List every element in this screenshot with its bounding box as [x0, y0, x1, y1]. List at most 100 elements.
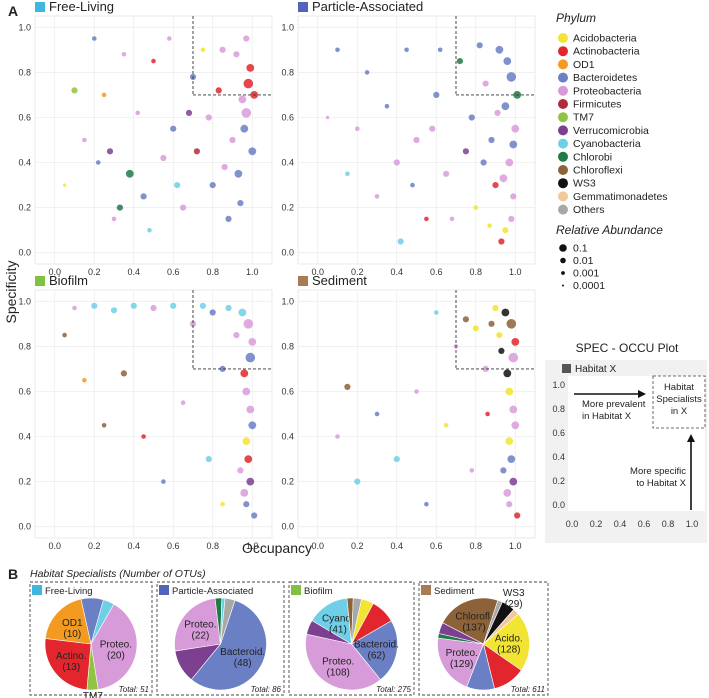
pie-slice-count: (10): [63, 629, 81, 640]
x-tick-label: 0.2: [351, 267, 364, 277]
data-point-proteobacteria: [205, 114, 212, 121]
pie-panel-free-living: Free-LivingProteo.(20)TM7(2)Actino.(13)O…: [29, 581, 153, 698]
schematic-y-tick: 0.2: [552, 476, 565, 486]
data-point-proteobacteria: [241, 108, 252, 118]
data-point-proteobacteria: [167, 36, 172, 41]
x-tick-label: 0.8: [206, 267, 219, 277]
data-point-acidobacteria: [492, 304, 499, 312]
abundance-size-marker: [560, 257, 566, 264]
pie-total-label: Total: 275: [376, 685, 411, 694]
schematic-x-tick: 0.4: [614, 519, 627, 529]
y-tick-label: 0.2: [18, 477, 31, 487]
habitat-x-swatch: [562, 364, 571, 373]
data-point-cyanobacteria: [345, 171, 350, 177]
pie-slice-count: (62): [368, 651, 386, 662]
y-tick-label: 0.6: [281, 112, 294, 122]
y-tick-label: 0.4: [18, 432, 31, 442]
x-tick-label: 0.0: [48, 541, 61, 551]
data-point-bacteroidetes: [170, 125, 177, 132]
data-point-proteobacteria: [510, 193, 517, 200]
x-tick-label: 0.4: [127, 267, 140, 277]
data-point-ws3: [503, 369, 512, 378]
data-point-cyanobacteria: [225, 304, 232, 312]
data-point-proteobacteria: [326, 115, 330, 120]
specialist-text-3: in X: [671, 406, 688, 417]
data-point-ws3: [501, 308, 510, 317]
y-tick-label: 1.0: [18, 22, 31, 32]
data-point-bacteroidetes: [245, 352, 256, 363]
panel-title-biofilm: Biofilm: [49, 273, 88, 288]
data-point-proteobacteria: [511, 124, 520, 133]
prevalent-text-2: in Habitat X: [582, 411, 632, 422]
pie-title-free-living: Free-Living: [45, 586, 93, 597]
pie-total-label: Total: 611: [511, 685, 545, 694]
data-point-bacteroidetes: [480, 159, 487, 166]
pies-title: Habitat Specialists (Number of OTUs): [30, 568, 206, 580]
legend-label-gemmatimonadetes: Gemmatimonadetes: [573, 191, 668, 203]
data-point-acidobacteria: [487, 223, 492, 228]
abundance-size-marker: [561, 271, 565, 275]
data-point-bacteroidetes: [424, 501, 429, 507]
abundance-level-label: 0.001: [573, 268, 599, 280]
data-point-proteobacteria: [511, 421, 520, 430]
x-tick-label: 0.0: [311, 267, 324, 277]
data-point-acidobacteria: [63, 183, 67, 187]
data-point-acidobacteria: [505, 437, 514, 445]
pie-slice-label: Acido.: [495, 634, 523, 645]
y-tick-label: 0.2: [18, 203, 31, 213]
data-point-bacteroidetes: [251, 512, 258, 519]
legend-label-bacteroidetes: Bacteroidetes: [573, 72, 637, 84]
data-point-bacteroidetes: [209, 309, 216, 316]
data-point-verrucomicrobia: [106, 148, 114, 155]
x-tick-label: 0.8: [469, 541, 482, 551]
y-tick-label: 0.2: [281, 203, 294, 213]
habitat-swatch-sediment: [298, 276, 308, 286]
legend-label-cyanobacteria: Cyanobacteria: [573, 138, 641, 150]
data-point-proteobacteria: [413, 136, 420, 144]
schematic-x-tick: 0.8: [662, 519, 675, 529]
data-point-verrucomicrobia: [246, 477, 255, 486]
data-point-bacteroidetes: [509, 140, 518, 149]
data-point-proteobacteria: [121, 52, 127, 57]
pie-slice-count: (29): [505, 599, 523, 610]
abundance-size-marker: [559, 244, 567, 252]
x-tick-label: 1.0: [509, 267, 522, 277]
data-point-proteobacteria: [248, 338, 257, 346]
pie-slice-proteobacteria: [437, 637, 484, 688]
pie-frame-free-living: [29, 581, 153, 696]
x-tick-label: 0.4: [127, 541, 140, 551]
x-tick-label: 0.6: [167, 267, 180, 277]
legend-swatch-od1: [558, 59, 568, 70]
data-point-proteobacteria: [233, 332, 240, 339]
pie-slice-count: (13): [62, 662, 80, 673]
data-point-proteobacteria: [237, 467, 244, 474]
data-point-proteobacteria: [82, 137, 87, 143]
data-point-proteobacteria: [374, 194, 380, 199]
legend-label-actinobacteria: Actinobacteria: [573, 46, 640, 58]
y-tick-label: 0.0: [281, 522, 294, 532]
data-point-chloroflexi: [101, 423, 107, 428]
data-point-bacteroidetes: [506, 72, 517, 82]
data-point-bacteroidetes: [240, 124, 249, 133]
data-point-acidobacteria: [242, 437, 251, 445]
data-point-bacteroidetes: [92, 36, 97, 41]
x-tick-label: 1.0: [509, 541, 522, 551]
data-point-bacteroidetes: [335, 47, 340, 53]
pie-slice-cyanobacteria: [90, 599, 115, 645]
data-point-cyanobacteria: [130, 302, 137, 309]
data-point-bacteroidetes: [219, 365, 226, 372]
data-point-cyanobacteria: [205, 456, 212, 463]
abundance-size-marker: [562, 284, 564, 287]
data-point-bacteroidetes: [374, 411, 380, 417]
legend-label-verrucomicrobia: Verrucomicrobia: [573, 125, 649, 137]
data-point-bacteroidetes: [243, 501, 250, 508]
legend-swatch-bacteroidetes: [558, 72, 568, 83]
pie-slice-label: Cyano.: [322, 614, 354, 625]
scatter-panel-sediment: 0.0 0.2 0.4 0.6 0.8 1.0 0.0 0.2 0.4 0.6 0.8 1.0 Sedi…: [281, 273, 536, 551]
data-point-proteobacteria: [243, 319, 254, 329]
data-point-chloroflexi: [488, 320, 495, 327]
scatter-panel-free-living: 0.0 0.2 0.4 0.6 0.8 1.0 0.0 0.2 0.4 0.6 0.8 1.0 Free…: [18, 0, 273, 277]
legend-label-chloroflexi: Chloroflexi: [573, 165, 623, 177]
plot-area-sediment: [297, 289, 536, 539]
